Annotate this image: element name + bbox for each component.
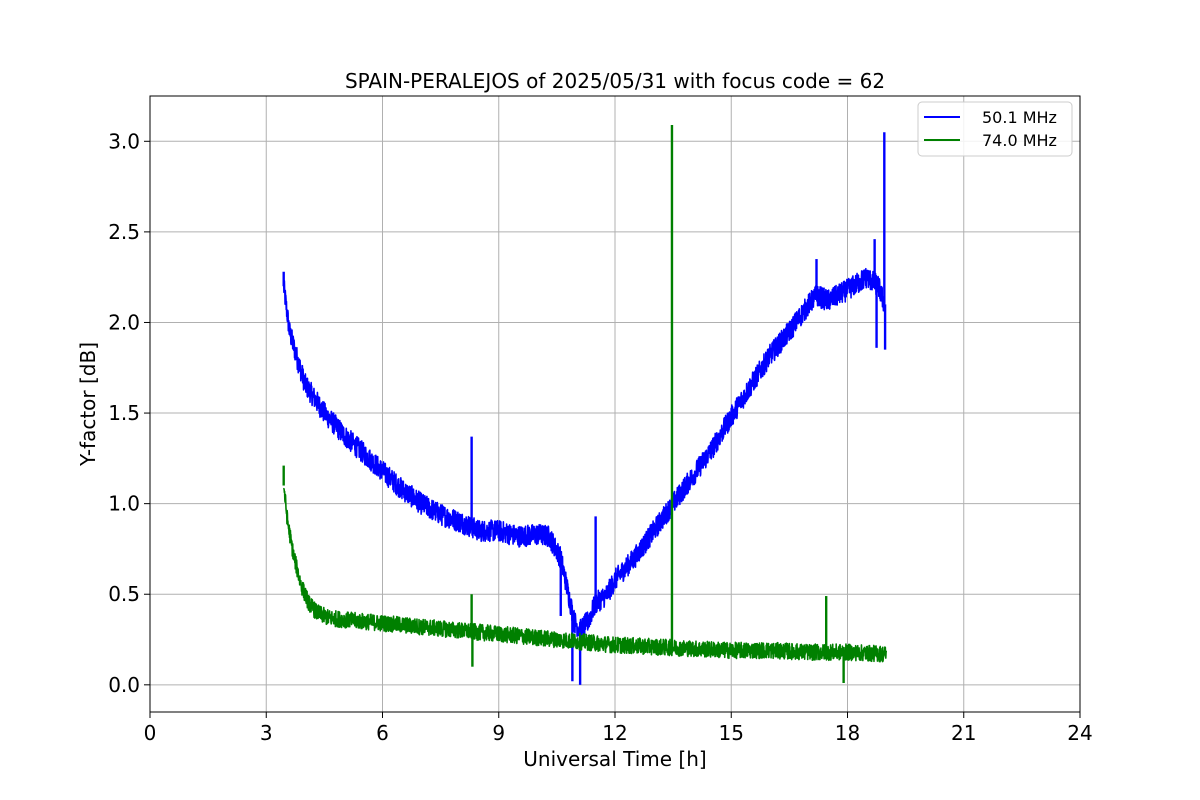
legend: 50.1 MHz 74.0 MHz xyxy=(917,101,1073,157)
legend-label-series-1: 50.1 MHz xyxy=(982,108,1057,127)
series-layer xyxy=(282,124,888,685)
y-tick-label: 2.5 xyxy=(108,220,140,244)
legend-label-series-2: 74.0 MHz xyxy=(982,131,1057,150)
y-axis: 0.0 0.5 1.0 1.5 2.0 2.5 3.0 xyxy=(108,129,150,697)
x-tick-label: 0 xyxy=(144,721,157,745)
legend-box xyxy=(917,101,1073,157)
series-1 xyxy=(282,132,887,685)
x-tick-label: 21 xyxy=(951,721,976,745)
series-2 xyxy=(282,124,888,684)
y-tick-label: 3.0 xyxy=(108,129,140,153)
x-tick-label: 15 xyxy=(719,721,744,745)
y-tick-label: 2.0 xyxy=(108,310,140,334)
chart-title: SPAIN-PERALEJOS of 2025/05/31 with focus… xyxy=(345,69,885,93)
y-tick-label: 0.0 xyxy=(108,673,140,697)
x-tick-label: 9 xyxy=(492,721,505,745)
x-axis-label: Universal Time [h] xyxy=(523,747,706,771)
x-axis: 0 3 6 9 12 15 18 21 24 xyxy=(144,712,1093,745)
y-tick-label: 1.0 xyxy=(108,492,140,516)
y-tick-label: 0.5 xyxy=(108,582,140,606)
x-tick-label: 3 xyxy=(260,721,273,745)
y-axis-label: Y-factor [dB] xyxy=(76,342,100,467)
x-tick-label: 12 xyxy=(602,721,627,745)
x-tick-label: 18 xyxy=(835,721,860,745)
y-tick-label: 1.5 xyxy=(108,401,140,425)
series-2-line xyxy=(282,487,888,663)
x-tick-label: 6 xyxy=(376,721,389,745)
x-tick-label: 24 xyxy=(1067,721,1092,745)
series-1-line xyxy=(282,267,886,642)
